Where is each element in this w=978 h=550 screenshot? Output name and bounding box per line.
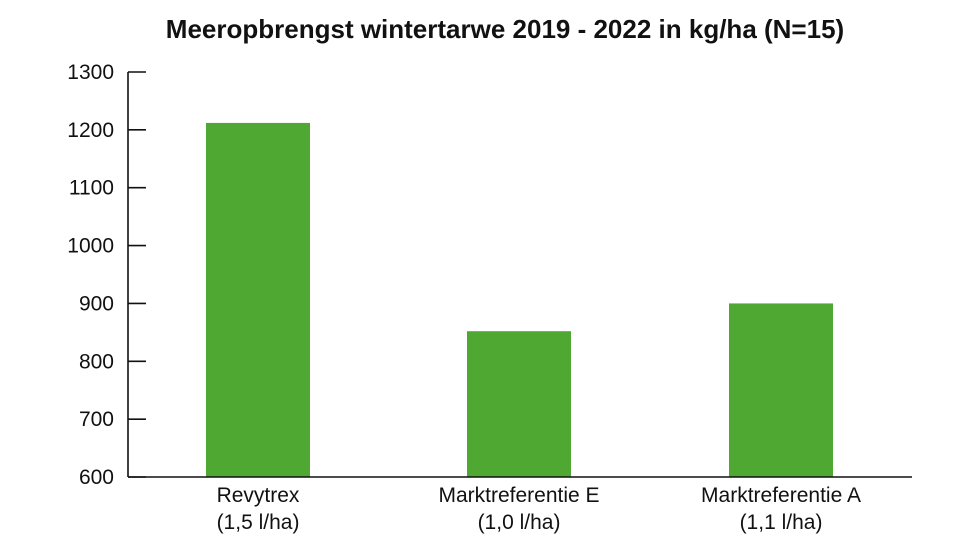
x-category-label-2-line-1: Marktreferentie E: [438, 484, 599, 507]
y-tick-label-1300: 1300: [67, 61, 114, 84]
x-category-label-2-line-2: (1,0 l/ha): [478, 511, 561, 534]
bar-3: [729, 303, 833, 477]
x-category-label-1-line-2: (1,5 l/ha): [217, 511, 300, 534]
chart-title: Meeropbrengst wintertarwe 2019 - 2022 in…: [165, 14, 845, 44]
y-tick-label-600: 600: [79, 466, 114, 489]
y-tick-label-1100: 1100: [69, 177, 114, 200]
bar-1: [206, 122, 310, 478]
y-tick-label-1200: 1200: [67, 119, 114, 142]
x-category-label-1-line-1: Revytrex: [217, 484, 300, 507]
x-category-label-3-line-2: (1,1 l/ha): [740, 511, 823, 534]
y-tick-label-700: 700: [79, 408, 114, 431]
bar-2: [467, 331, 571, 477]
y-tick-label-900: 900: [79, 292, 114, 315]
y-tick-label-800: 800: [79, 350, 114, 373]
x-category-label-3-line-1: Marktreferentie A: [701, 484, 861, 507]
y-tick-label-1000: 1000: [67, 235, 114, 258]
